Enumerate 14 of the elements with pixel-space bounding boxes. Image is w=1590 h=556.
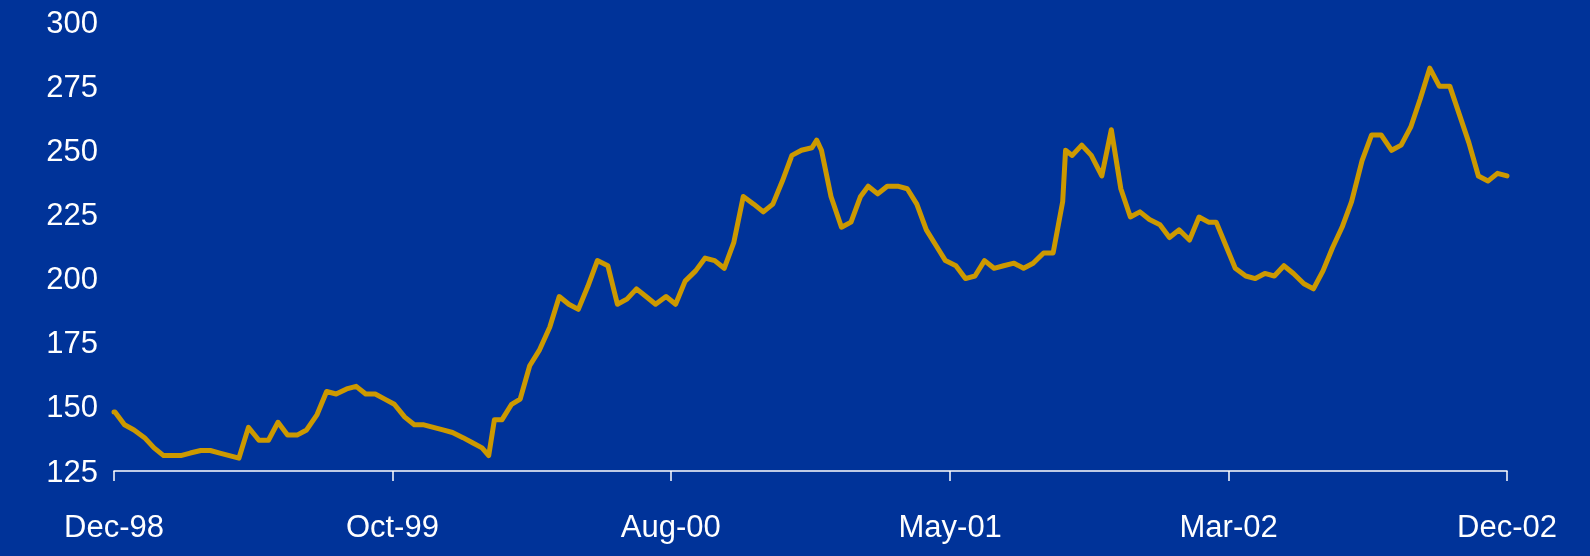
x-tick-label: Aug-00 [620, 509, 721, 544]
x-tick-label: May-01 [898, 509, 1002, 544]
y-tick-label: 200 [46, 261, 98, 297]
x-tick-label: Oct-99 [345, 509, 439, 544]
x-tick-label: Dec-98 [64, 509, 164, 544]
y-tick-label: 225 [46, 196, 98, 232]
x-tick-label: Dec-02 [1457, 509, 1557, 544]
y-tick-label: 150 [46, 389, 98, 425]
x-tick-label: Mar-02 [1179, 509, 1278, 544]
y-tick-label: 125 [46, 453, 98, 489]
y-tick-label: 250 [46, 132, 98, 168]
y-tick-label: 275 [46, 68, 98, 104]
y-tick-label: 175 [46, 325, 98, 361]
y-tick-label: 300 [46, 4, 98, 40]
